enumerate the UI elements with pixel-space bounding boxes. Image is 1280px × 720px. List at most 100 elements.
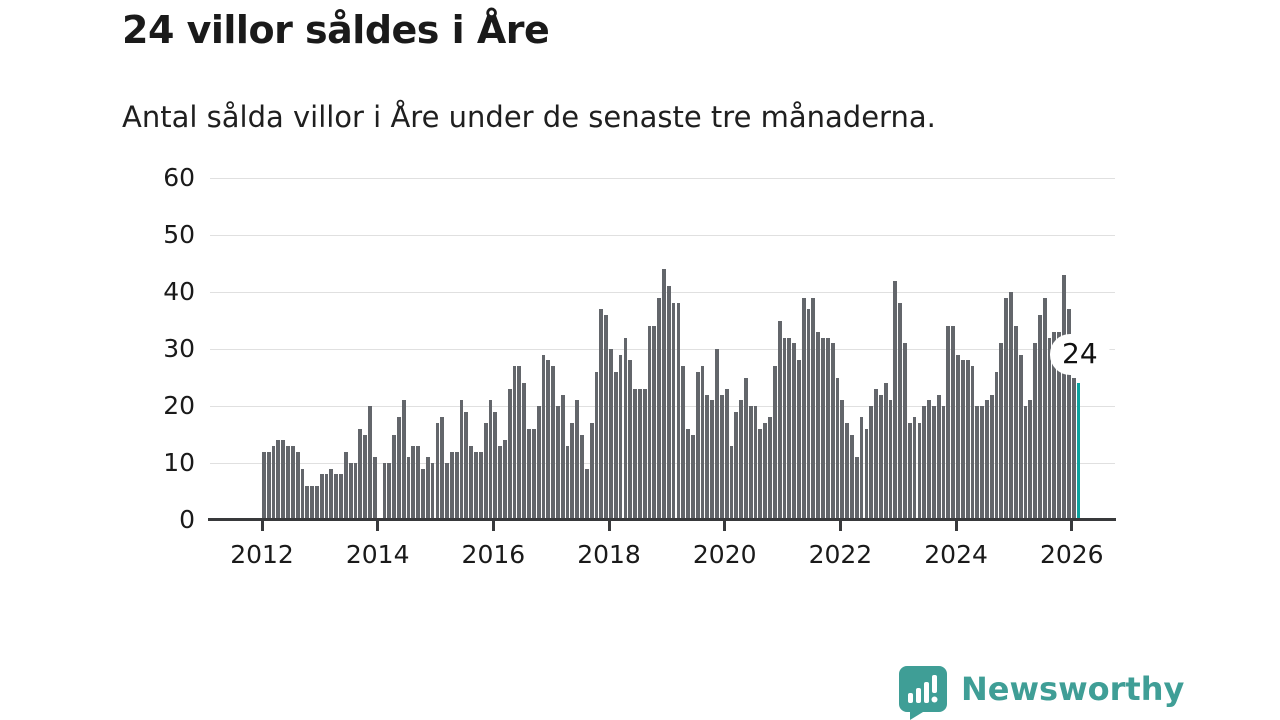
bar <box>637 388 642 520</box>
bar <box>994 371 999 520</box>
x-axis-tick <box>260 521 264 531</box>
bar <box>1047 337 1052 520</box>
bar <box>787 337 792 520</box>
bar <box>1028 400 1033 520</box>
bar <box>792 343 796 520</box>
x-axis-tick <box>723 521 727 531</box>
bar <box>290 445 295 520</box>
bar <box>801 297 806 520</box>
bar <box>493 411 498 520</box>
bar <box>339 474 343 520</box>
bar <box>483 423 488 520</box>
bar <box>570 423 575 520</box>
bar <box>748 406 753 520</box>
bar <box>464 411 469 520</box>
bar <box>454 451 459 520</box>
bar <box>363 434 368 520</box>
x-axis-tick-label: 2022 <box>808 540 873 569</box>
bar <box>753 406 758 520</box>
bar <box>811 297 816 520</box>
bar <box>1033 343 1037 520</box>
bar <box>1042 297 1047 520</box>
bar <box>845 423 850 520</box>
bar <box>705 394 710 520</box>
bar <box>329 468 334 520</box>
bar <box>575 400 580 520</box>
bar <box>368 406 372 520</box>
bar <box>1052 331 1057 520</box>
bar <box>681 366 686 520</box>
bar <box>503 440 507 520</box>
bar <box>536 406 541 520</box>
bar <box>835 377 840 520</box>
x-axis-tick <box>491 521 495 531</box>
bar <box>1057 331 1062 520</box>
bar <box>556 406 560 520</box>
bar <box>797 360 801 520</box>
y-axis-tick-label: 30 <box>163 334 195 363</box>
y-axis-tick-label: 0 <box>179 505 195 534</box>
bar <box>599 309 604 520</box>
bar <box>758 428 763 520</box>
bar <box>488 400 493 520</box>
x-axis-line <box>208 518 1116 521</box>
bar <box>869 406 874 520</box>
bar <box>898 303 903 520</box>
bar <box>319 474 324 520</box>
bar <box>276 440 281 520</box>
bar <box>956 354 960 520</box>
bar <box>565 445 570 520</box>
bar <box>907 423 912 520</box>
bar <box>633 388 637 520</box>
bar <box>729 445 734 520</box>
x-axis-tick-label: 2012 <box>230 540 294 569</box>
x-axis-tick <box>376 521 380 531</box>
bar <box>772 366 777 520</box>
bar <box>647 326 652 520</box>
bar <box>609 349 613 520</box>
bar <box>999 343 1004 520</box>
bar <box>445 463 449 520</box>
bar <box>657 297 662 520</box>
bar <box>946 326 951 520</box>
bar <box>744 377 748 520</box>
bar <box>989 394 994 520</box>
bar <box>821 337 825 520</box>
bar <box>459 400 464 520</box>
bar <box>922 406 927 520</box>
bar <box>286 445 290 520</box>
bar <box>768 417 772 520</box>
bar <box>343 451 348 520</box>
bar <box>522 383 527 520</box>
bar <box>262 451 266 520</box>
bar <box>970 366 975 520</box>
bar <box>512 366 517 520</box>
bar <box>1004 297 1009 520</box>
bar <box>980 406 984 520</box>
bar <box>281 440 286 520</box>
bar <box>883 383 888 520</box>
bar <box>353 463 358 520</box>
gridline <box>210 235 1115 236</box>
bar <box>580 434 584 520</box>
bar <box>604 314 609 520</box>
bar <box>734 411 739 520</box>
bar <box>421 468 425 520</box>
bar <box>960 360 965 520</box>
bar <box>662 269 666 520</box>
bar <box>589 423 594 520</box>
bar <box>531 428 536 520</box>
bar <box>474 451 478 520</box>
bar <box>315 485 319 520</box>
bar <box>782 337 787 520</box>
bar <box>893 280 898 520</box>
bar <box>676 303 681 520</box>
bar <box>416 445 421 520</box>
bar <box>903 343 907 520</box>
x-axis-tick-label: 2024 <box>924 540 988 569</box>
bar <box>478 451 483 520</box>
bar <box>965 360 970 520</box>
y-axis-tick-label: 50 <box>163 220 195 249</box>
bar <box>719 394 724 520</box>
